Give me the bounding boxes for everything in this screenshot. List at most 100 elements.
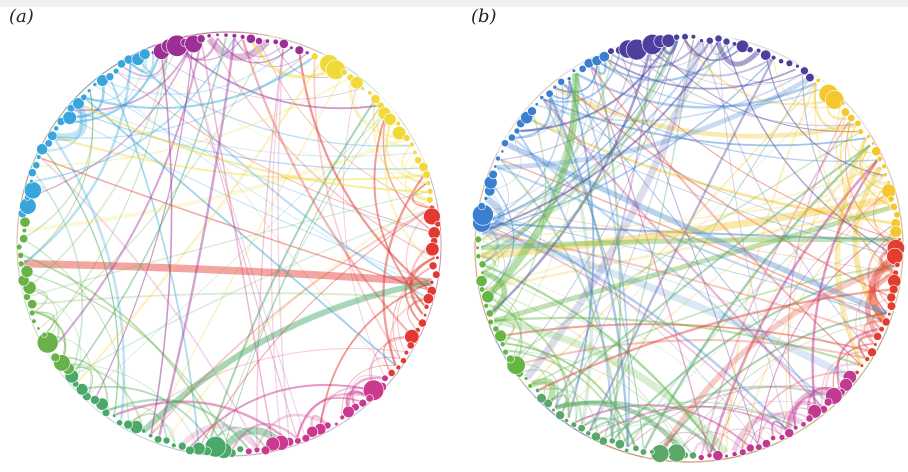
network-node bbox=[154, 435, 163, 444]
link-edge bbox=[684, 39, 743, 62]
link-edge bbox=[482, 40, 711, 225]
link-edge bbox=[401, 144, 424, 177]
link-edge bbox=[61, 362, 145, 432]
network-node bbox=[272, 38, 279, 45]
link-edge bbox=[507, 349, 629, 448]
nodes bbox=[15, 32, 442, 459]
network-node bbox=[31, 318, 37, 324]
link-edge bbox=[483, 214, 887, 314]
network-node bbox=[255, 37, 263, 45]
network-node bbox=[551, 407, 556, 413]
link-edge bbox=[863, 319, 884, 345]
network-node bbox=[21, 227, 28, 234]
network-node bbox=[27, 168, 37, 178]
network-node bbox=[756, 47, 762, 54]
network-node bbox=[395, 364, 402, 371]
link-edge bbox=[867, 230, 897, 314]
network-node bbox=[245, 447, 253, 455]
network-node bbox=[301, 434, 311, 443]
link-edge bbox=[480, 239, 500, 282]
network-node bbox=[508, 133, 516, 142]
network-node bbox=[148, 433, 154, 439]
link-edge bbox=[94, 41, 194, 401]
link-edge bbox=[486, 296, 516, 344]
links bbox=[474, 34, 904, 463]
link-edge bbox=[555, 61, 599, 93]
link-edge bbox=[482, 83, 564, 224]
link-edge bbox=[555, 401, 578, 423]
link-edge bbox=[493, 204, 894, 324]
outer-arc bbox=[19, 61, 122, 208]
network-node bbox=[492, 325, 500, 333]
link-edge bbox=[96, 85, 435, 234]
link-edge bbox=[857, 335, 878, 359]
link-edge bbox=[78, 102, 414, 157]
link-edge bbox=[373, 111, 426, 308]
network-node bbox=[477, 202, 486, 211]
network-node bbox=[278, 38, 289, 49]
link-edge bbox=[256, 45, 285, 449]
network-node bbox=[162, 436, 171, 445]
link-edge bbox=[561, 82, 878, 162]
link-edge bbox=[537, 388, 598, 435]
network-node bbox=[807, 404, 822, 419]
network-node bbox=[75, 383, 89, 396]
link-edge bbox=[384, 117, 435, 267]
link-edge bbox=[536, 288, 894, 392]
network-node bbox=[784, 428, 795, 438]
link-edge bbox=[642, 144, 871, 452]
link-edge bbox=[480, 54, 614, 241]
outer-arc bbox=[96, 409, 279, 457]
link-edge bbox=[820, 350, 870, 408]
network-node bbox=[72, 97, 85, 110]
network-node bbox=[418, 162, 429, 173]
network-node bbox=[714, 34, 723, 43]
link-edge bbox=[715, 41, 760, 67]
link-edge bbox=[27, 287, 82, 383]
link-edge bbox=[659, 312, 887, 455]
network-node bbox=[632, 444, 640, 452]
link-edge bbox=[676, 320, 884, 456]
network-node bbox=[289, 45, 294, 50]
link-edge bbox=[32, 37, 236, 183]
network-node bbox=[223, 32, 229, 38]
link-edge bbox=[643, 44, 803, 87]
network-node bbox=[745, 443, 755, 453]
network-node bbox=[139, 48, 151, 60]
network-node bbox=[334, 421, 339, 427]
link-edge bbox=[27, 46, 170, 289]
link-edge bbox=[382, 111, 436, 234]
network-node bbox=[770, 434, 777, 441]
link-edge bbox=[561, 82, 823, 408]
link-edge bbox=[543, 51, 622, 103]
link-edge bbox=[512, 88, 558, 139]
network-node bbox=[475, 245, 480, 250]
link-edge bbox=[575, 72, 817, 109]
link-edge bbox=[67, 115, 432, 283]
network-node bbox=[535, 387, 541, 393]
outer-arc bbox=[398, 117, 442, 272]
outer-arc bbox=[16, 173, 30, 270]
network-node bbox=[577, 424, 586, 433]
network-node bbox=[417, 318, 427, 328]
outer-arc bbox=[23, 36, 182, 191]
link-edge bbox=[231, 422, 298, 451]
link-edge bbox=[184, 42, 306, 436]
network-node bbox=[795, 63, 800, 69]
link-edge bbox=[865, 270, 897, 338]
network-node bbox=[889, 202, 898, 211]
network-node bbox=[215, 32, 220, 37]
network-node bbox=[805, 72, 815, 83]
link-edge bbox=[811, 159, 879, 414]
outer-arc bbox=[868, 132, 903, 227]
network-node bbox=[699, 38, 704, 44]
link-edge bbox=[850, 124, 874, 154]
network-node bbox=[406, 341, 415, 350]
link-edge bbox=[500, 159, 885, 322]
link-edge bbox=[352, 374, 386, 408]
link-edge bbox=[152, 52, 391, 373]
network-node bbox=[866, 134, 871, 139]
link-edge bbox=[855, 272, 896, 359]
network-node bbox=[539, 95, 545, 100]
link-edge bbox=[521, 369, 559, 408]
